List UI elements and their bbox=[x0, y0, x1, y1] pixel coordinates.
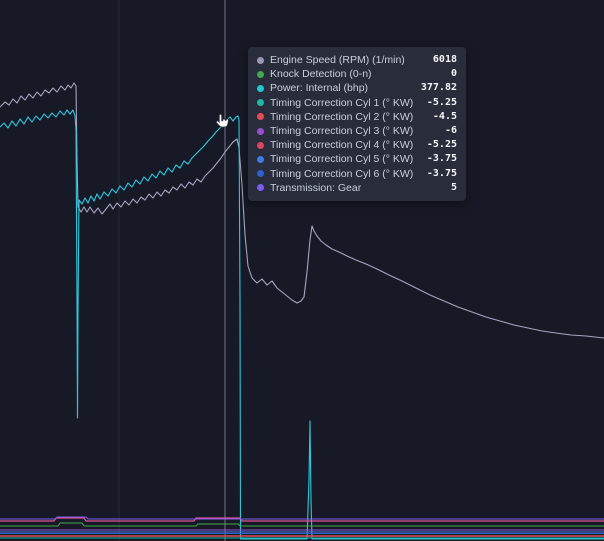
series-color-dot bbox=[257, 113, 264, 121]
series-value: -3.75 bbox=[426, 167, 457, 179]
series-value: 6018 bbox=[432, 54, 457, 65]
tooltip-row: Power: Internal (bhp) 377.82 bbox=[257, 81, 457, 95]
series-label: Transmission: Gear bbox=[270, 181, 362, 194]
tooltip-row: Knock Detection (0-n) 0 bbox=[257, 67, 457, 81]
series-label: Timing Correction Cyl 2 (° KW) bbox=[270, 110, 414, 123]
tooltip-row: Timing Correction Cyl 2 (° KW) -4.5 bbox=[257, 110, 457, 124]
series-engine-speed bbox=[0, 82, 604, 339]
series-color-dot bbox=[257, 127, 264, 135]
series-color-dot bbox=[257, 99, 264, 107]
series-color-dot bbox=[257, 184, 264, 192]
tooltip-row: Timing Correction Cyl 5 (° KW) -3.75 bbox=[257, 152, 457, 166]
series-value: -3.75 bbox=[426, 153, 457, 165]
series-power bbox=[0, 109, 604, 540]
series-value: -5.25 bbox=[426, 96, 457, 108]
series-label: Timing Correction Cyl 1 (° KW) bbox=[270, 96, 414, 109]
series-label: Timing Correction Cyl 5 (° KW) bbox=[270, 153, 414, 166]
series-color-dot bbox=[257, 84, 264, 92]
series-label: Power: Internal (bhp) bbox=[270, 82, 369, 95]
tooltip-row: Timing Correction Cyl 4 (° KW) -5.25 bbox=[257, 138, 457, 152]
series-value: -5.25 bbox=[426, 139, 457, 151]
series-color-dot bbox=[257, 70, 264, 78]
series-label: Timing Correction Cyl 3 (° KW) bbox=[270, 124, 414, 137]
tooltip: Engine Speed (RPM) (1/min) 6018 Knock Dete… bbox=[248, 47, 466, 201]
series-value: 5 bbox=[450, 181, 457, 193]
tooltip-row: Timing Correction Cyl 1 (° KW) -5.25 bbox=[257, 96, 457, 110]
series-color-dot bbox=[257, 141, 264, 149]
series-value: 377.82 bbox=[420, 82, 457, 94]
series-label: Timing Correction Cyl 6 (° KW) bbox=[270, 167, 414, 180]
series-label: Engine Speed (RPM) (1/min) bbox=[270, 54, 405, 66]
tooltip-row: Timing Correction Cyl 6 (° KW) -3.75 bbox=[257, 167, 457, 181]
tooltip-row: Transmission: Gear 5 bbox=[257, 181, 457, 195]
series-label: Knock Detection (0-n) bbox=[270, 68, 372, 81]
series-value: 0 bbox=[450, 68, 457, 80]
tooltip-row: Timing Correction Cyl 3 (° KW) -6 bbox=[257, 124, 457, 138]
tooltip-row: Engine Speed (RPM) (1/min) 6018 bbox=[257, 53, 457, 67]
series-label: Timing Correction Cyl 4 (° KW) bbox=[270, 139, 414, 152]
series-color-dot bbox=[257, 170, 264, 178]
series-knock bbox=[0, 522, 604, 527]
series-value: -4.5 bbox=[432, 110, 457, 122]
series-color-dot bbox=[257, 56, 264, 64]
series-gear bbox=[0, 516, 604, 520]
series-color-dot bbox=[257, 155, 264, 163]
series-value: -6 bbox=[444, 124, 457, 136]
